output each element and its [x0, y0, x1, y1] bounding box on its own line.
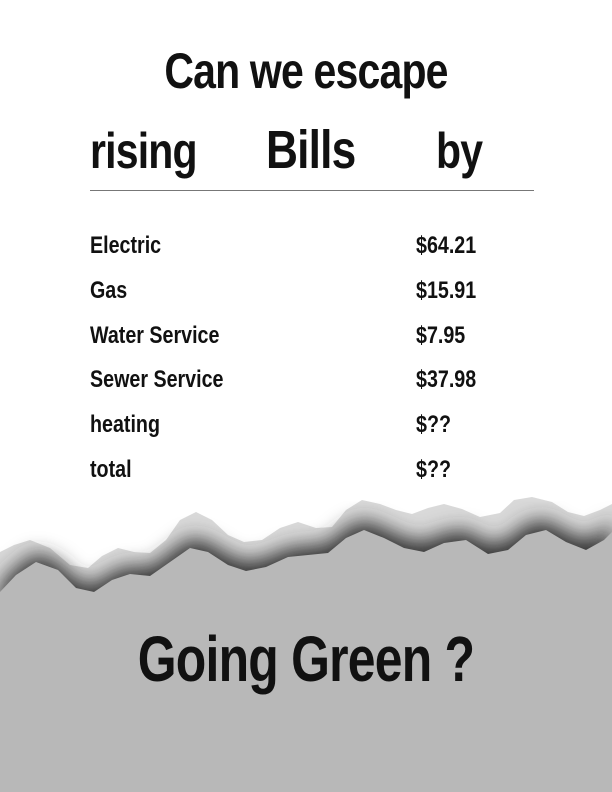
bill-row-electric: Electric $64.21: [90, 232, 520, 277]
bill-row-gas: Gas $15.91: [90, 277, 520, 322]
torn-paper-lower: [0, 530, 612, 792]
bill-amount: $15.91: [416, 276, 477, 304]
headline-word-bills: Bills: [266, 120, 356, 180]
bill-amount: $??: [416, 455, 451, 483]
headline-word-by: by: [436, 123, 483, 179]
bill-label: Water Service: [90, 321, 220, 349]
headline-line-2: rising Bills by: [0, 120, 612, 182]
bills-list: Electric $64.21 Gas $15.91 Water Service…: [90, 232, 520, 501]
bill-amount: $37.98: [416, 366, 477, 394]
bill-label: heating: [90, 411, 160, 439]
bill-row-sewer: Sewer Service $37.98: [90, 366, 520, 411]
bill-amount: $64.21: [416, 232, 477, 259]
bill-row-heating: heating $??: [90, 411, 520, 456]
bill-label: Gas: [90, 276, 128, 304]
bill-row-total: total $??: [90, 456, 520, 501]
going-green-heading: Going Green ?: [137, 623, 475, 695]
headline-word-rising: rising: [90, 123, 198, 179]
headline-divider: [90, 190, 534, 191]
bill-row-water: Water Service $7.95: [90, 322, 520, 367]
bill-label: total: [90, 455, 132, 483]
bill-label: Sewer Service: [90, 366, 224, 394]
bill-label: Electric: [90, 232, 162, 259]
headline-line-1: Can we escape: [164, 43, 448, 99]
bill-amount: $??: [416, 411, 451, 439]
bill-amount: $7.95: [416, 321, 466, 349]
